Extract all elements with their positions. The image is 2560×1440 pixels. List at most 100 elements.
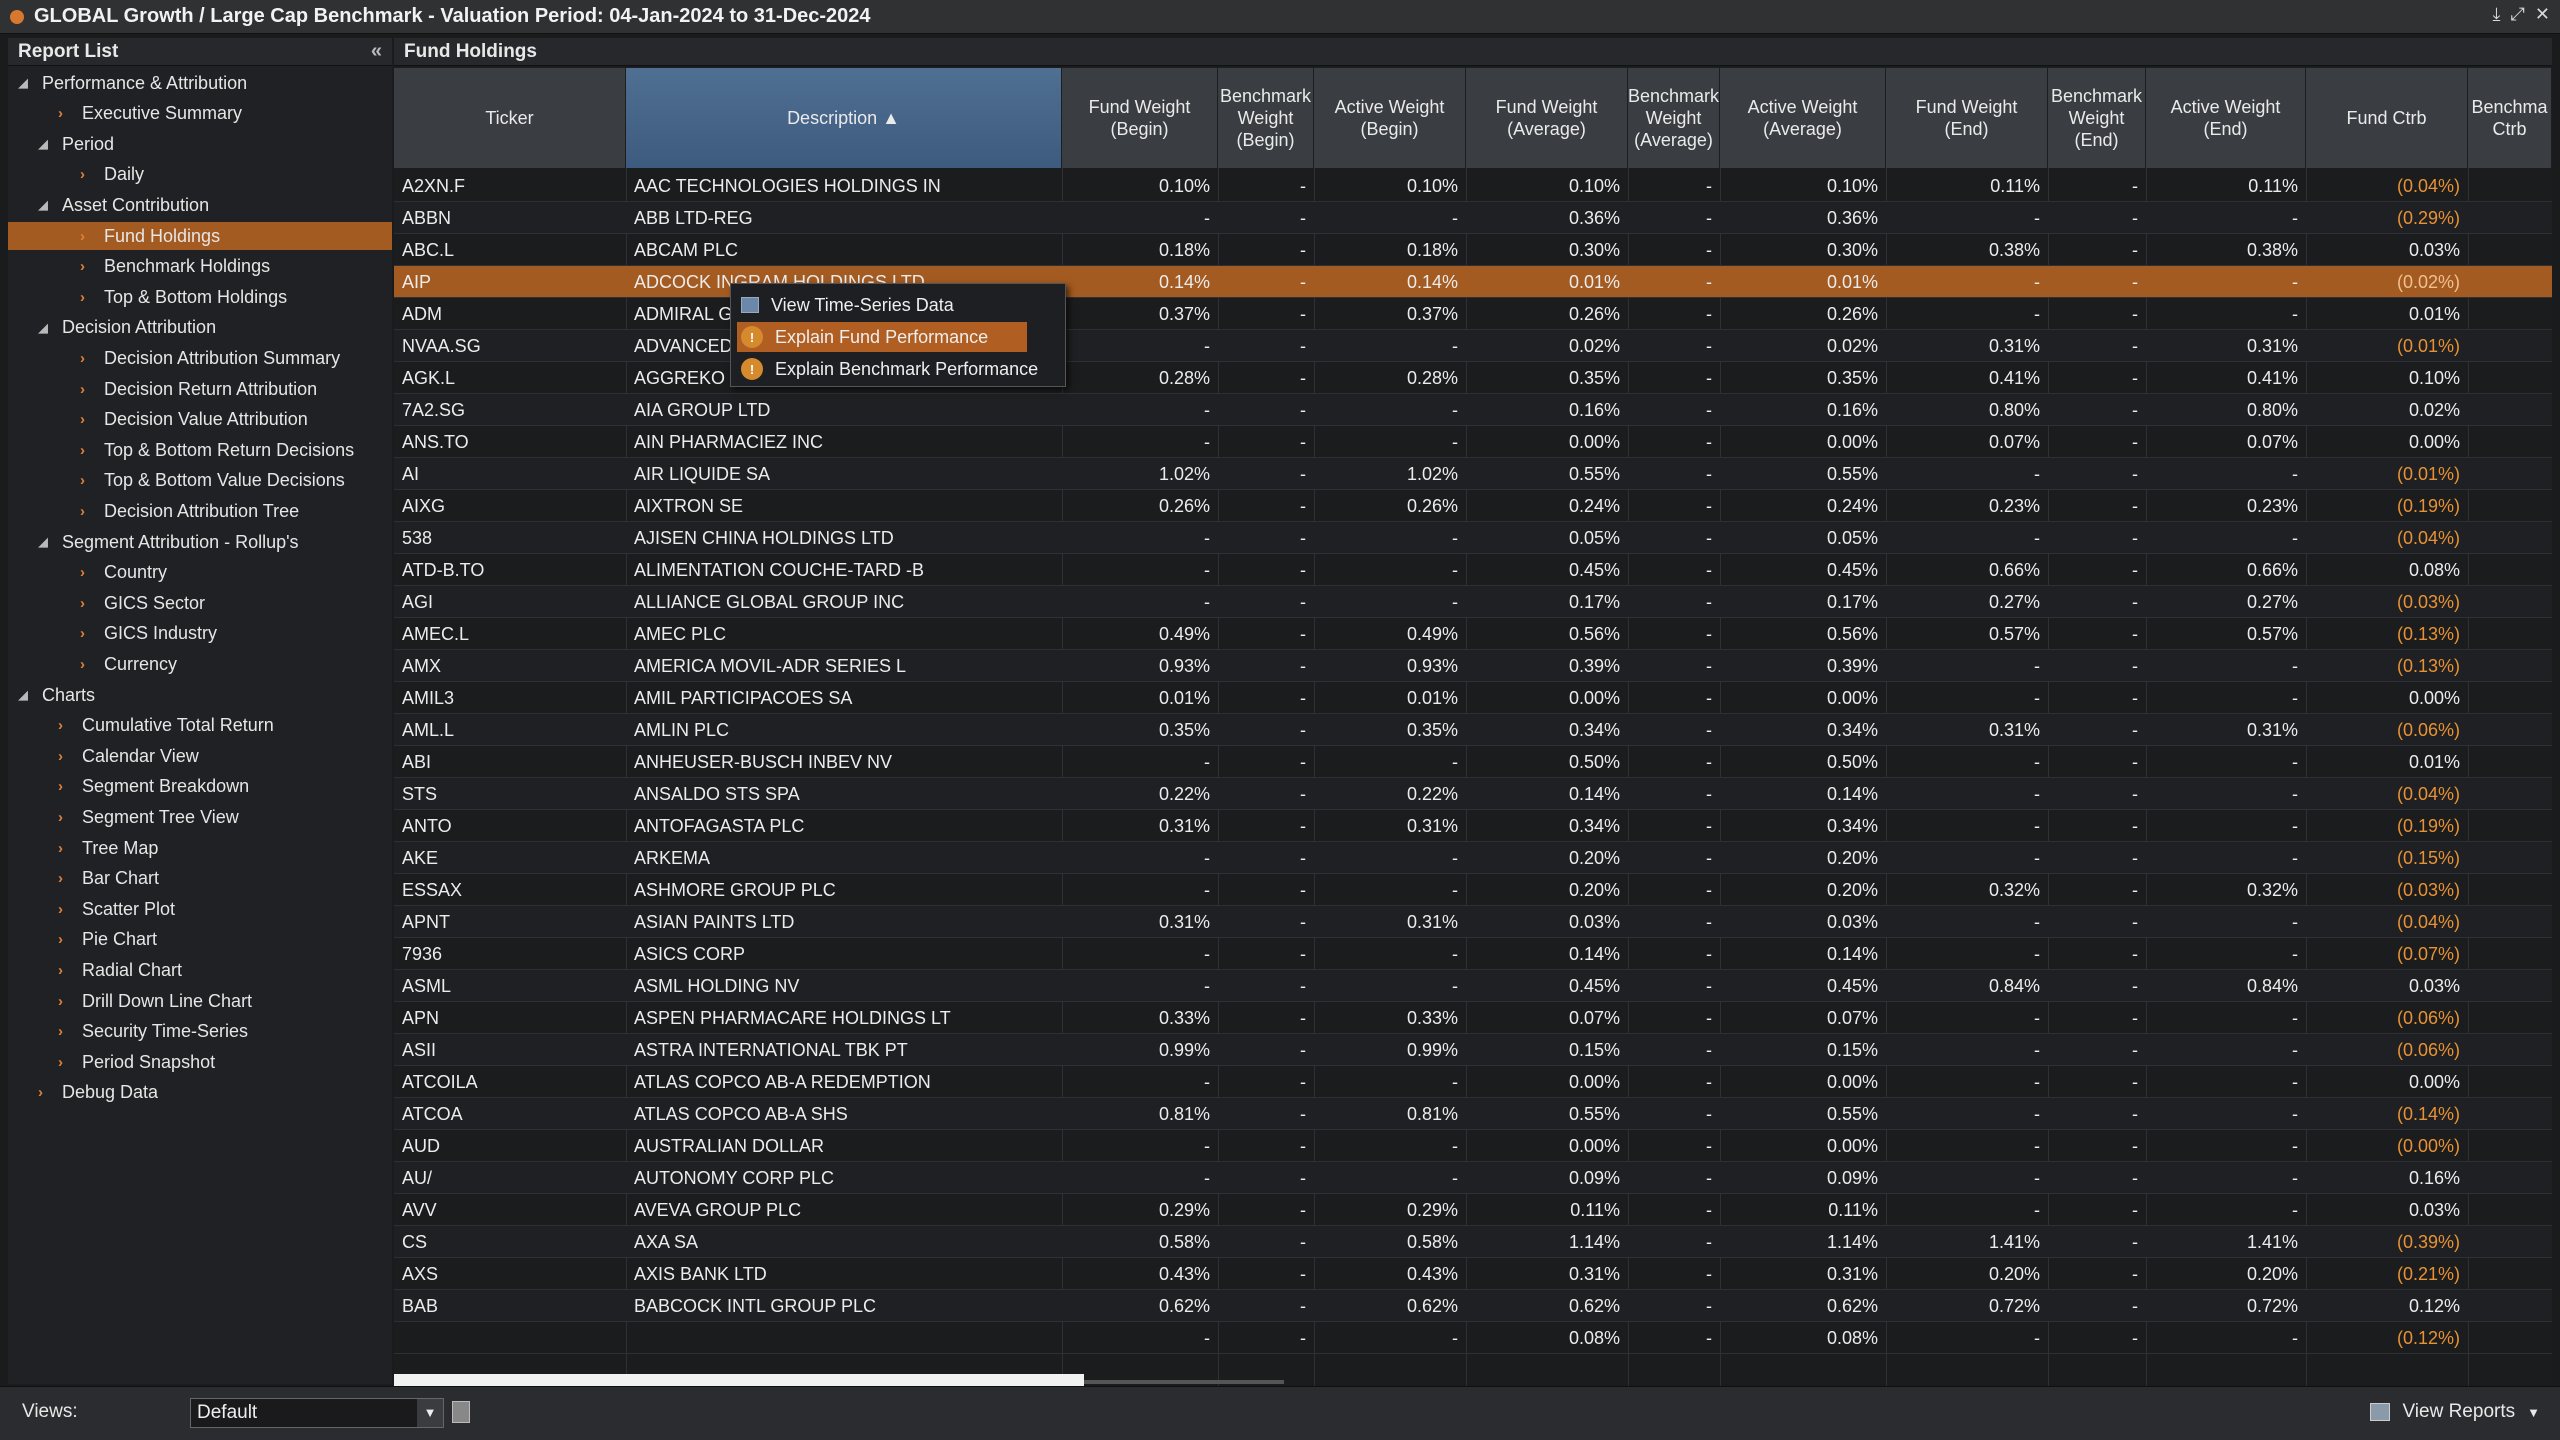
table-row[interactable]: 7A2.SG AIA GROUP LTD - - - 0.16% - 0.16% 0.80% - 0… (394, 394, 2552, 426)
tree-report-pie-chart[interactable]: › Pie Chart (58, 927, 157, 953)
views-dropdown[interactable]: Default ▼ (190, 1398, 444, 1428)
table-row[interactable]: 538 AJISEN CHINA HOLDINGS LTD - - - 0.05% - 0.0… (394, 522, 2552, 554)
table-row[interactable]: AIXG AIXTRON SE 0.26% - 0.26% 0.24% - 0.24% 0.23… (394, 490, 2552, 522)
tree-report-decision-return-attribution[interactable]: › Decision Return Attribution (80, 376, 317, 402)
menu-item-explain-benchmark-performance[interactable]: ! Explain Benchmark Performance (737, 354, 1061, 384)
column-header-6[interactable]: Benchmark Weight (Average) (1628, 68, 1720, 168)
tree-report-radial-chart[interactable]: › Radial Chart (58, 957, 182, 983)
tree-report-segment-tree-view[interactable]: › Segment Tree View (58, 804, 239, 830)
tree-report-decision-attribution-tree[interactable]: › Decision Attribution Tree (80, 498, 299, 524)
table-row[interactable]: AIP ADCOCK INGRAM HOLDINGS LTD 0.14% -0.14%… (394, 266, 2552, 298)
table-row[interactable]: AMX AMERICA MOVIL-ADR SERIES L 0.93% - 0.93%… (394, 650, 2552, 682)
column-header-7[interactable]: Active Weight (Average) (1720, 68, 1886, 168)
table-row[interactable]: ATCOA ATLAS COPCO AB-A SHS 0.81% - 0.81% 0.55… (394, 1098, 2552, 1130)
tree-report-cumulative-total-return[interactable]: › Cumulative Total Return (58, 713, 274, 739)
column-header-5[interactable]: Fund Weight (Average) (1466, 68, 1628, 168)
table-row[interactable]: ANTO ANTOFAGASTA PLC 0.31% - 0.31% 0.34% - 0.34… (394, 810, 2552, 842)
table-row[interactable]: ATD-B.TO ALIMENTATION COUCHE-TARD -B - - - 0.… (394, 554, 2552, 586)
tree-folder-charts[interactable]: ◢ Charts (18, 682, 95, 708)
tree-report-gics-industry[interactable]: › GICS Industry (80, 621, 217, 647)
table-row[interactable]: AMIL3 AMIL PARTICIPACOES SA 0.01% - 0.01% 0.0… (394, 682, 2552, 714)
table-row[interactable]: BAB BABCOCK INTL GROUP PLC 0.62% - 0.62% 0.62… (394, 1290, 2552, 1322)
column-header-4[interactable]: Active Weight (Begin) (1314, 68, 1466, 168)
value-cell: - (1300, 688, 1306, 708)
tree-report-top-bottom-value-decisions[interactable]: › Top & Bottom Value Decisions (80, 468, 345, 494)
table-row[interactable]: AKE ARKEMA - - - 0.20% - 0.20% - - - (0.15%) (394, 842, 2552, 874)
table-row[interactable]: AU/AUTONOMY CORP PLC - - - 0.09% - 0.09% - - - 0.1… (394, 1162, 2552, 1194)
tree-report-decision-value-attribution[interactable]: › Decision Value Attribution (80, 407, 308, 433)
table-row[interactable]: AGK.L AGGREKO P 0.28% - 0.28% 0.35% - 0.35% 0.41… (394, 362, 2552, 394)
tree-report-top-bottom-return-decisions[interactable]: › Top & Bottom Return Decisions (80, 437, 354, 463)
table-row[interactable]: ABC.L ABCAM PLC 0.18% - 0.18% 0.30% - 0.30% 0.38… (394, 234, 2552, 266)
column-header-9[interactable]: Benchmark Weight (End) (2048, 68, 2146, 168)
tree-report-segment-breakdown[interactable]: › Segment Breakdown (58, 774, 249, 800)
table-row[interactable]: APN ASPEN PHARMACARE HOLDINGS LT 0.33% - 0.3… (394, 1002, 2552, 1034)
column-header-8[interactable]: Fund Weight (End) (1886, 68, 2048, 168)
tree-report-fund-holdings[interactable]: › Fund Holdings (80, 223, 220, 249)
tree-report-benchmark-holdings[interactable]: › Benchmark Holdings (80, 254, 270, 280)
horizontal-scrollbar[interactable] (394, 1374, 1084, 1388)
table-row[interactable]: ASML ASML HOLDING NV - - - 0.45% - 0.45% 0.84% - 0… (394, 970, 2552, 1002)
tree-report-decision-attribution-summary[interactable]: › Decision Attribution Summary (80, 345, 340, 371)
tree-folder-performance-attribution[interactable]: ◢ Performance & Attribution (18, 70, 247, 96)
view-reports-button[interactable]: View Reports ▼ (2370, 1401, 2540, 1423)
tree-folder-segment-attribution-rollup-s[interactable]: ◢ Segment Attribution - Rollup's (38, 529, 299, 555)
table-row[interactable]: ESSAX ASHMORE GROUP PLC - - - 0.20% - 0.20% 0.32… (394, 874, 2552, 906)
tree-report-country[interactable]: › Country (80, 560, 167, 586)
tree-report-drill-down-line-chart[interactable]: › Drill Down Line Chart (58, 988, 252, 1014)
column-header-1[interactable]: Description ▲ (626, 68, 1062, 168)
table-row[interactable]: AUD AUSTRALIAN DOLLAR - - - 0.00% - 0.00% - - - (0.… (394, 1130, 2552, 1162)
table-row[interactable]: A2XN.F AAC TECHNOLOGIES HOLDINGS IN 0.10% -… (394, 170, 2552, 202)
table-row[interactable]: - - - 0.08% - 0.08% - - - (0.12%) (394, 1322, 2552, 1354)
tree-report-scatter-plot[interactable]: › Scatter Plot (58, 896, 175, 922)
table-row[interactable]: AI AIR LIQUIDE SA 1.02% - 1.02% 0.55% - 0.55% - -… (394, 458, 2552, 490)
table-row[interactable]: ABI ANHEUSER-BUSCH INBEV NV - - - 0.50% - 0.50%… (394, 746, 2552, 778)
table-row[interactable]: 7936 ASICS CORP - - - 0.14% - 0.14% - - - (0.07%) (394, 938, 2552, 970)
column-header-3[interactable]: Benchmark Weight (Begin) (1218, 68, 1314, 168)
tree-folder-decision-attribution[interactable]: ◢ Decision Attribution (38, 315, 216, 341)
tree-report-period-snapshot[interactable]: › Period Snapshot (58, 1049, 215, 1075)
tree-report-executive-summary[interactable]: › Executive Summary (58, 101, 242, 127)
tree-report-bar-chart[interactable]: › Bar Chart (58, 866, 159, 892)
table-row[interactable]: ADM ADMIRAL G 0.37% - 0.37% 0.26% - 0.26% - - - 0.0… (394, 298, 2552, 330)
tree-report-currency[interactable]: › Currency (80, 651, 177, 677)
tree-item-label: Top & Bottom Holdings (104, 286, 288, 307)
menu-item-explain-fund-performance[interactable]: ! Explain Fund Performance (737, 322, 1027, 352)
tree-report-security-time-series[interactable]: › Security Time-Series (58, 1019, 248, 1045)
scrollbar-track[interactable] (1084, 1380, 1284, 1384)
table-row[interactable]: CS AXA SA 0.58% - 0.58% 1.14% - 1.14% 1.41% - 1.41… (394, 1226, 2552, 1258)
tree-report-daily[interactable]: › Daily (80, 162, 144, 188)
table-row[interactable]: AXS AXIS BANK LTD 0.43% - 0.43% 0.31% - 0.31% 0.… (394, 1258, 2552, 1290)
table-row[interactable]: ABBN ABB LTD-REG - - - 0.36% - 0.36% - - - (0.29%) (394, 202, 2552, 234)
save-view-icon[interactable] (452, 1401, 470, 1423)
tree-report-debug-data[interactable]: › Debug Data (38, 1080, 158, 1106)
value-cell: - (1300, 1296, 1306, 1316)
tree-folder-asset-contribution[interactable]: ◢ Asset Contribution (38, 192, 209, 218)
table-row[interactable]: ANS.TO AIN PHARMACIEZ INC - - - 0.00% - 0.00% 0.… (394, 426, 2552, 458)
table-row[interactable]: ATCOILA ATLAS COPCO AB-A REDEMPTION - - - 0.0… (394, 1066, 2552, 1098)
maximize-icon[interactable]: ⤢ (2510, 4, 2525, 24)
table-row[interactable]: AVV AVEVA GROUP PLC 0.29% - 0.29% 0.11% - 0.11%… (394, 1194, 2552, 1226)
table-row[interactable]: STS ANSALDO STS SPA 0.22% - 0.22% 0.14% - 0.14%… (394, 778, 2552, 810)
tree-report-tree-map[interactable]: › Tree Map (58, 835, 158, 861)
table-row[interactable]: AMEC.L AMEC PLC 0.49% - 0.49% 0.56% - 0.56% 0.57… (394, 618, 2552, 650)
table-row[interactable]: NVAA.SG ADVANCED - - - 0.02% - 0.02% 0.31% - 0.31%… (394, 330, 2552, 362)
table-row[interactable]: ASII ASTRA INTERNATIONAL TBK PT 0.99% - 0.99… (394, 1034, 2552, 1066)
collapse-panel-icon[interactable]: « (370, 40, 382, 62)
tree-report-calendar-view[interactable]: › Calendar View (58, 743, 199, 769)
download-icon[interactable]: ⤓ (2492, 4, 2501, 24)
tree-report-gics-sector[interactable]: › GICS Sector (80, 590, 205, 616)
column-header-12[interactable]: Benchma Ctrb (2468, 68, 2552, 168)
tree-folder-period[interactable]: ◢ Period (38, 131, 114, 157)
column-header-2[interactable]: Fund Weight (Begin) (1062, 68, 1218, 168)
column-header-11[interactable]: Fund Ctrb (2306, 68, 2468, 168)
tree-report-top-bottom-holdings[interactable]: › Top & Bottom Holdings (80, 284, 287, 310)
table-row[interactable]: APNT ASIAN PAINTS LTD 0.31% - 0.31% 0.03% - 0.0… (394, 906, 2552, 938)
table-row[interactable]: AML.L AMLIN PLC 0.35% - 0.35% 0.34% - 0.34% 0.31… (394, 714, 2552, 746)
menu-item-view-time-series[interactable]: View Time-Series Data (737, 290, 1061, 320)
value-cell: - (1300, 560, 1306, 580)
table-row[interactable]: AGI ALLIANCE GLOBAL GROUP INC - - - 0.17% - 0.1… (394, 586, 2552, 618)
close-icon[interactable]: ✕ (2534, 4, 2550, 24)
column-header-0[interactable]: Ticker (394, 68, 626, 168)
column-header-10[interactable]: Active Weight (End) (2146, 68, 2306, 168)
